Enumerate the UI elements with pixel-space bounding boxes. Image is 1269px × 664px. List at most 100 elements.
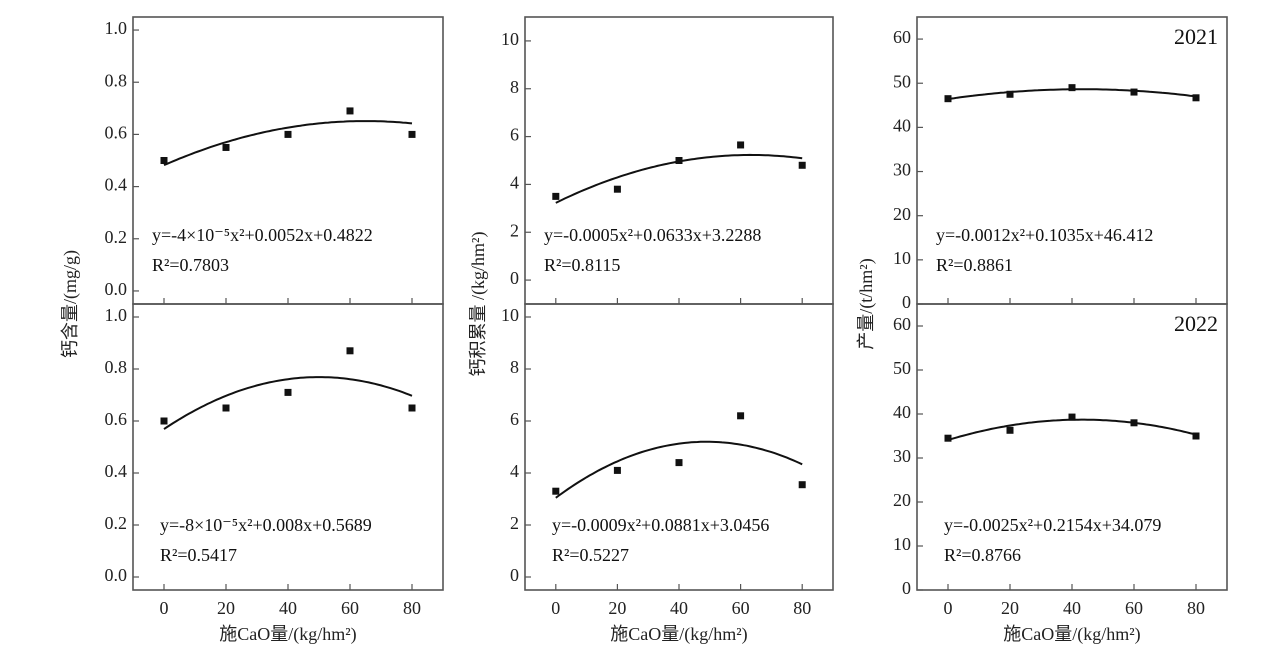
subplot-0-1: 0.0 0.2 0.4 0.6 0.8 1.0 0 20 40 60 80 y=-8×10⁻⁵x²+0… [105,303,444,618]
data-point [1068,84,1076,92]
x-tick-label: 0 [160,598,169,618]
data-point [1006,90,1014,98]
y-tick-label: 0.4 [105,175,128,195]
subplot-2-1: 0 10 20 30 40 50 60 0 20 40 60 80 y=-0.0025x²+0.2154… [893,303,1228,618]
y-tick-label: 0.6 [105,123,128,143]
x-tick-label: 40 [670,598,688,618]
y-tick-label: 8 [510,357,519,377]
y-tick-label: 30 [893,160,911,180]
fit-curve [555,440,803,499]
y-tick-label: 50 [893,71,911,91]
y-tick-label: 4 [510,173,519,193]
y-tick-label: 0.0 [105,279,128,299]
data-point [737,141,745,149]
y-tick-label: 40 [893,116,911,136]
data-point [552,487,560,495]
y-tick-label: 0 [510,268,519,288]
data-point [1192,94,1200,102]
x-tick-label: 60 [341,598,359,618]
y-tick-label: 20 [893,490,911,510]
data-point [798,481,806,489]
y-tick-label: 0.2 [105,513,128,533]
x-axis-label: 施CaO量/(kg/hm²) [1003,624,1140,645]
r-squared: R²=0.7803 [152,255,229,275]
subplot-1-0: 0 2 4 6 8 10 y=-0.0005x²+0.0633x+3.2288 R²=0.81… [501,16,834,305]
data-point [346,107,354,115]
x-tick-label: 60 [1125,598,1143,618]
y-tick-label: 6 [510,125,519,145]
y-axis-label: 钙积累量 /(kg/hm²) [468,232,489,377]
y-tick-label: 10 [893,534,911,554]
y-tick-label: 50 [893,358,911,378]
r-squared: R²=0.8861 [936,255,1013,275]
data-point [1006,426,1014,434]
r-squared: R²=0.5227 [552,545,629,565]
y-tick-label: 20 [893,204,911,224]
fit-curve [163,120,413,167]
data-point [284,130,292,138]
y-tick-label: 0.6 [105,409,128,429]
x-axis-label: 施CaO量/(kg/hm²) [219,624,356,645]
fit-curve [947,418,1197,442]
chart-column-2: 产量/(t/hm²) 0 10 20 30 40 50 60 y=-0.0012x²+0.103… [856,16,1228,645]
data-point [675,157,683,164]
data-point [737,412,745,420]
fit-equation: y=-0.0012x²+0.1035x+46.412 [936,225,1153,245]
fit-curve [163,376,413,430]
data-point [1130,88,1138,96]
y-tick-label: 30 [893,446,911,466]
year-label: 2021 [1174,24,1218,49]
data-point [160,157,168,164]
fit-equation: y=-0.0005x²+0.0633x+3.2288 [544,225,761,245]
r-squared: R²=0.8115 [544,255,620,275]
chart-column-1: 钙积累量 /(kg/hm²) 0 2 4 6 8 10 y=-0.0005x²+0.0633x… [468,16,834,645]
subplot-0-0: 0.0 0.2 0.4 0.6 0.8 1.0 y=-4×10⁻⁵x²+0.0052x+0.… [105,16,444,305]
y-axis-label: 钙含量/(mg/g) [60,250,81,358]
y-tick-label: 0.0 [105,565,128,585]
x-tick-label: 0 [944,598,953,618]
subplot-1-1: 0 2 4 6 8 10 0 20 40 60 80 y=-0.0009x²+0.0881x+3.04… [501,303,834,618]
y-tick-label: 2 [510,220,519,240]
y-tick-label: 0 [902,578,911,598]
x-tick-label: 40 [279,598,297,618]
x-tick-label: 80 [1187,598,1205,618]
y-tick-label: 2 [510,513,519,533]
data-point [408,130,416,138]
y-tick-label: 10 [501,305,519,325]
data-point [408,404,416,412]
y-tick-label: 10 [501,29,519,49]
r-squared: R²=0.8766 [944,545,1021,565]
data-point [675,459,683,467]
data-point [1068,413,1076,421]
fit-equation: y=-0.0025x²+0.2154x+34.079 [944,515,1161,535]
subplot-2-0: 0 10 20 30 40 50 60 y=-0.0012x²+0.1035x+46.412 R… [893,16,1228,312]
y-tick-label: 1.0 [105,305,128,325]
chart-column-0: 钙含量/(mg/g) 0.0 0.2 0.4 0.6 0.8 1.0 y=-4×10⁻⁵x²+… [60,16,444,645]
fit-equation: y=-0.0009x²+0.0881x+3.0456 [552,515,769,535]
fit-equation: y=-4×10⁻⁵x²+0.0052x+0.4822 [152,225,373,245]
y-tick-label: 0.4 [105,461,128,481]
y-tick-label: 8 [510,77,519,97]
y-tick-label: 60 [893,314,911,334]
y-tick-label: 60 [893,27,911,47]
x-tick-label: 20 [608,598,626,618]
data-point [222,143,230,151]
data-point [284,388,292,396]
x-tick-label: 60 [732,598,750,618]
data-point [613,185,621,193]
y-tick-label: 6 [510,409,519,429]
data-point [798,161,806,169]
x-axis-label: 施CaO量/(kg/hm²) [610,624,747,645]
y-tick-label: 0 [510,565,519,585]
x-tick-label: 20 [1001,598,1019,618]
data-point [944,95,952,103]
y-tick-label: 0 [902,292,911,312]
y-tick-label: 10 [893,248,911,268]
x-tick-label: 40 [1063,598,1081,618]
year-label: 2022 [1174,311,1218,336]
y-tick-label: 40 [893,402,911,422]
data-point [552,192,560,200]
fit-equation: y=-8×10⁻⁵x²+0.008x+0.5689 [160,515,372,535]
y-tick-label: 4 [510,461,519,481]
